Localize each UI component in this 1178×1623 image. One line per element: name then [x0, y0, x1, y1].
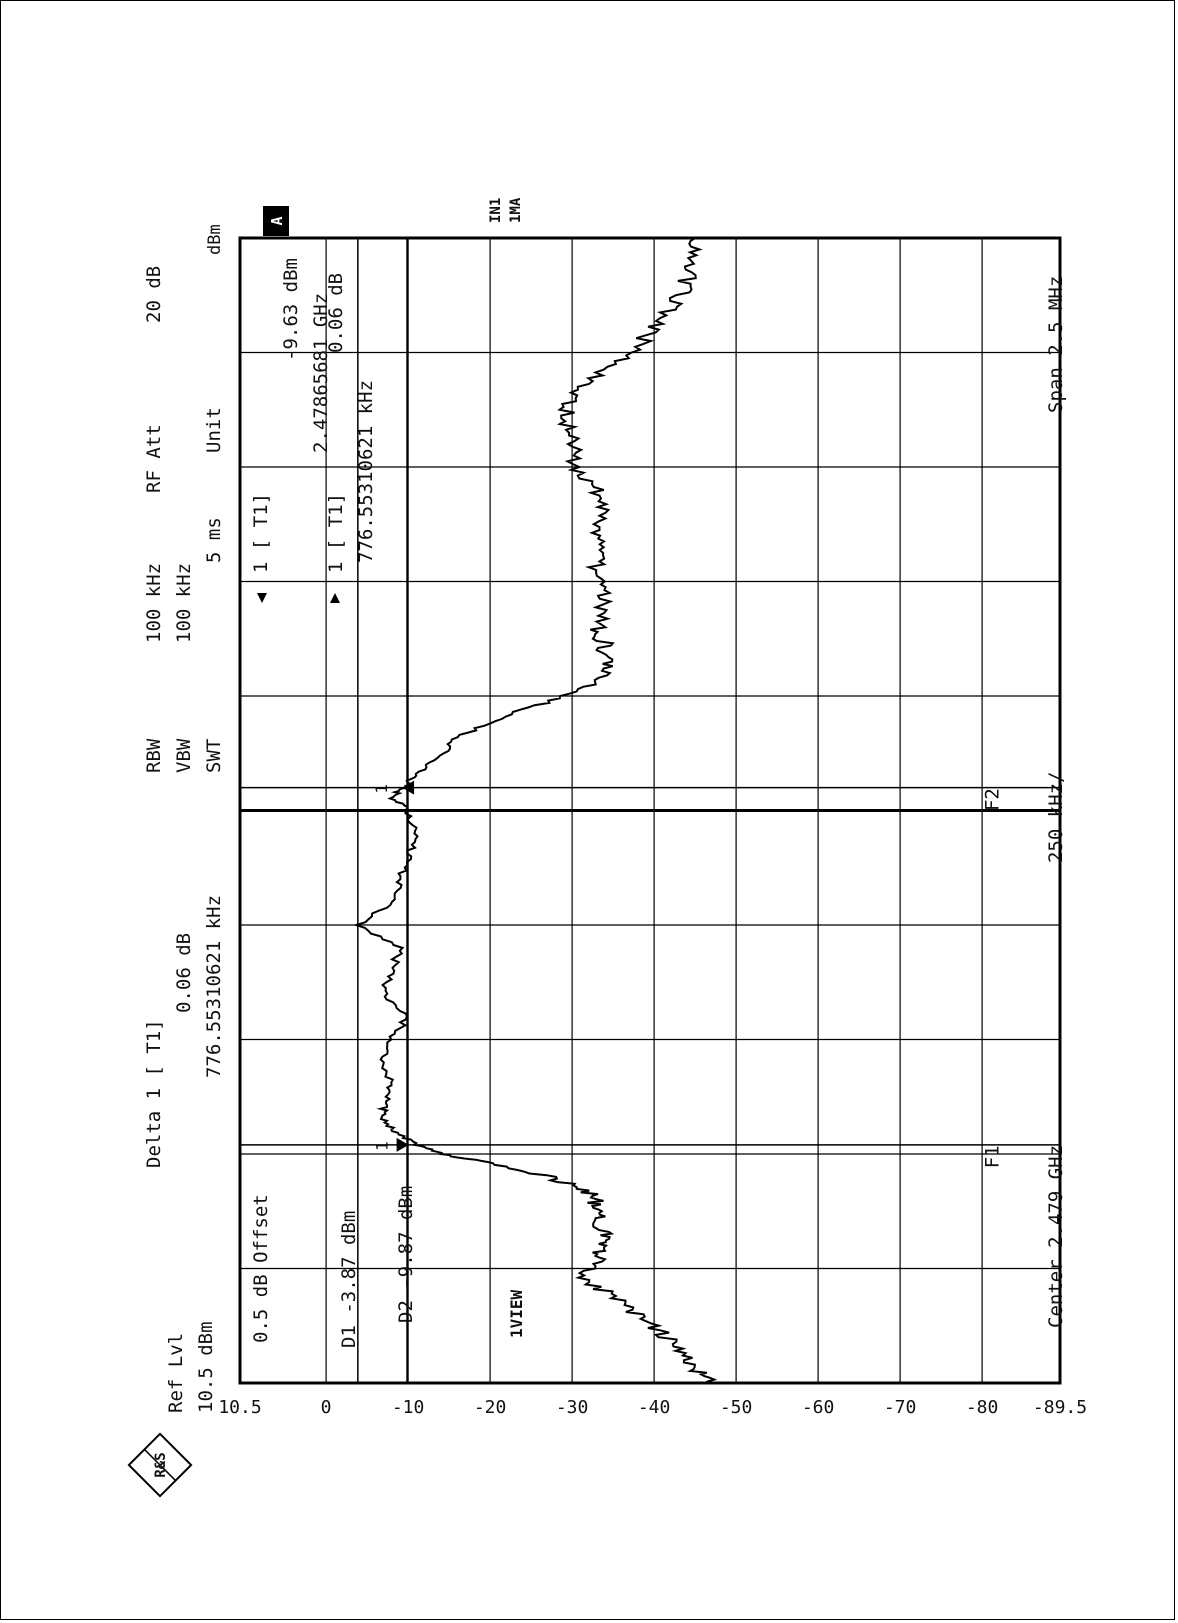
rotated-analyzer-display: Ref Lvl 10.5 dBm Delta 1 [ T1] 0.06 dB 7… — [143, 197, 1087, 1418]
y-tick-label: 0 — [321, 1397, 332, 1418]
y-tick-label: -60 — [802, 1397, 835, 1418]
logo-text: R&S — [153, 1452, 169, 1477]
marker-number: 1 — [372, 784, 391, 794]
d2-annotation: D2 -9.87 dBm — [395, 1186, 417, 1323]
m1-label: 1 [ T1] — [250, 493, 272, 573]
d1-marker-level: 0.06 dB — [325, 273, 347, 353]
reference-lines: F1 F2 — [240, 238, 1060, 1383]
d1-readout-triangle — [330, 593, 340, 603]
unit-label: Unit — [203, 407, 225, 453]
y-tick-labels: 10.5 0 -10 -20 -30 -40 -50 -60 -70 -80 -89.5 — [218, 1397, 1087, 1418]
y-tick-label: -89.5 — [1033, 1397, 1087, 1418]
vbw-value: 100 kHz — [173, 563, 195, 643]
footer-center: Center 2.479 GHz — [1045, 1145, 1067, 1328]
vbw-label: VBW — [173, 738, 195, 773]
footer-span: Span 2.5 MHz — [1045, 276, 1067, 413]
trace-a-box — [263, 206, 289, 236]
m1-readout-triangle — [257, 593, 267, 603]
trace-in1: IN1 — [488, 198, 504, 223]
y-tick-label: 10.5 — [218, 1397, 261, 1418]
trace-1ma: 1MA — [508, 197, 524, 223]
y-tick-label: -80 — [966, 1397, 999, 1418]
y-tick-label: -10 — [392, 1397, 425, 1418]
ref-lvl-value: 10.5 dBm — [195, 1321, 217, 1413]
view-annotation: 1VIEW — [507, 1289, 526, 1338]
marker-triangle — [396, 1137, 409, 1152]
trace-a-text: A — [268, 216, 286, 225]
marker-points: 11 — [372, 780, 415, 1152]
delta-freq: 776.55310621 kHz — [203, 895, 225, 1078]
rbw-label: RBW — [143, 738, 165, 773]
offset-annotation: 0.5 dB Offset — [250, 1194, 272, 1343]
ref-lvl-label: Ref Lvl — [165, 1333, 187, 1413]
trace — [352, 237, 718, 1384]
m1-level: -9.63 dBm — [280, 258, 302, 361]
freq-label-f2: F2 — [982, 788, 1004, 811]
y-tick-label: -50 — [720, 1397, 753, 1418]
trace-line — [352, 237, 718, 1384]
marker-number: 1 — [373, 1141, 392, 1151]
delta-label: Delta 1 [ T1] — [143, 1019, 165, 1168]
delta-level: 0.06 dB — [173, 933, 195, 1013]
unit-value: dBm — [205, 224, 225, 255]
rf-att-value: 20 dB — [143, 266, 165, 323]
y-tick-label: -20 — [474, 1397, 507, 1418]
swt-label: SWT — [203, 739, 225, 773]
footer-per-div: 250 kHz/ — [1045, 771, 1067, 863]
d1-annotation: D1 -3.87 dBm — [338, 1211, 360, 1348]
rf-att-label: RF Att — [143, 424, 165, 493]
marker-triangle — [402, 780, 415, 795]
y-tick-label: -30 — [556, 1397, 589, 1418]
logo-divider — [143, 1448, 177, 1482]
d1-marker-label: 1 [ T1] — [325, 493, 347, 573]
freq-label-f1: F1 — [982, 1145, 1004, 1168]
y-tick-label: -40 — [638, 1397, 671, 1418]
swt-value: 5 ms — [203, 517, 225, 563]
d1-marker-freq: 776.55310621 kHz — [355, 380, 377, 563]
rs-logo — [127, 1432, 193, 1498]
rbw-value: 100 kHz — [143, 563, 165, 643]
grid — [240, 238, 1060, 1383]
m1-freq: 2.47865681 GHz — [310, 293, 332, 453]
y-tick-label: -70 — [884, 1397, 917, 1418]
